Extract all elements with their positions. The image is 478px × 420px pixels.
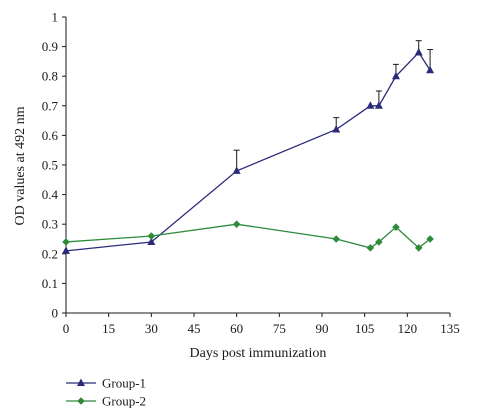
y-tick-label: 0.1: [42, 276, 58, 291]
data-point: [426, 235, 434, 243]
axes: [65, 17, 450, 314]
data-point: [147, 232, 156, 240]
data-point: [232, 166, 241, 174]
x-tick-label: 75: [273, 321, 286, 336]
data-point: [414, 244, 423, 252]
legend-label: Group-1: [102, 376, 146, 391]
x-tick-label: 60: [230, 321, 243, 336]
data-point: [392, 223, 400, 231]
x-tick-label: 0: [63, 321, 70, 336]
legend-marker: [77, 397, 85, 405]
x-tick-label: 105: [355, 321, 375, 336]
y-tick-label: 0.7: [42, 98, 59, 113]
y-tick-label: 0.6: [42, 128, 59, 143]
y-tick-label: 0.5: [42, 158, 58, 173]
series-line: [65, 51, 431, 252]
data-point: [374, 101, 383, 109]
series-2: [62, 220, 434, 252]
y-tick-label: 0: [52, 306, 59, 321]
series-layer: [62, 40, 435, 254]
legend-item-2: Group-2: [66, 394, 146, 409]
data-point: [375, 238, 383, 246]
y-tick-label: 0.3: [42, 217, 58, 232]
axis-ticks: 0 15 30 45 60 75 90 105 120 135 0 0.1 0.2 0.3 0.4 0.5 0.…: [42, 10, 460, 337]
x-tick-label: 15: [102, 321, 115, 336]
y-axis-label: OD values at 492 nm: [13, 106, 28, 225]
data-point: [366, 101, 375, 109]
legend-label: Group-2: [102, 394, 146, 409]
x-tick-label: 45: [188, 321, 201, 336]
data-point: [62, 246, 70, 254]
series-1: [62, 40, 435, 254]
data-point: [332, 124, 341, 133]
y-tick-label: 0.9: [42, 39, 58, 54]
x-axis-label: Days post immunization: [190, 346, 327, 361]
data-point: [366, 244, 375, 252]
data-point: [232, 220, 241, 228]
legend-item-1: Group-1: [66, 376, 146, 391]
y-tick-label: 1: [52, 10, 59, 25]
data-point: [62, 238, 70, 246]
data-point: [391, 71, 400, 80]
y-tick-label: 0.4: [42, 187, 59, 202]
x-tick-label: 135: [440, 321, 460, 336]
data-point: [426, 65, 435, 74]
data-point: [147, 237, 156, 245]
legend: Group-1 Group-2: [66, 376, 146, 409]
x-tick-label: 90: [316, 321, 329, 336]
y-tick-label: 0.2: [42, 246, 58, 261]
x-tick-label: 120: [398, 321, 418, 336]
data-point: [332, 235, 341, 243]
y-tick-label: 0.8: [42, 69, 58, 84]
legend-marker: [77, 378, 85, 386]
x-tick-label: 30: [145, 321, 158, 336]
data-point: [414, 48, 423, 56]
series-line: [65, 223, 431, 249]
